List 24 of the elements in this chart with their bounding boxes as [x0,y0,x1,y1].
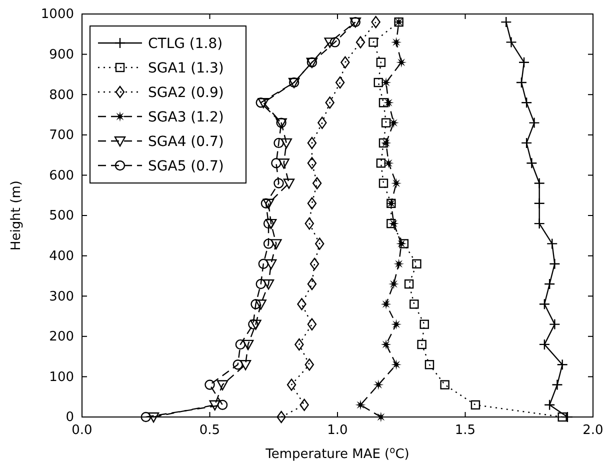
legend-label: SGA2 (0.9) [148,85,224,101]
legend-label: SGA3 (1.2) [148,110,224,126]
x-tick-label: 1.5 [454,423,476,438]
x-tick-label: 0.5 [199,423,220,438]
legend-label: SGA1 (1.3) [148,60,224,76]
y-tick-label: 600 [49,168,74,184]
y-tick-label: 200 [49,330,74,345]
y-tick-label: 0 [66,410,74,426]
y-tick-label: 700 [49,128,74,144]
y-tick-label: 1000 [40,7,74,22]
y-tick-label: 900 [49,47,74,62]
y-axis-title: Height (m) [9,180,24,250]
x-tick-label: 2.0 [582,423,604,438]
y-tick-label: 100 [49,370,74,385]
legend-label: SGA5 (0.7) [148,158,224,174]
x-tick-label: 0.0 [72,423,92,438]
y-tick-label: 400 [49,248,74,264]
y-tick-label: 500 [49,208,74,224]
x-axis-title: Temperature MAE ($^{o}$C) [264,446,410,462]
y-tick-label: 300 [49,289,74,304]
legend-label: CTLG (1.8) [148,36,223,52]
y-tick-label: 800 [49,88,74,103]
legend-label: SGA4 (0.7) [148,134,224,150]
x-tick-label: 1.0 [327,423,348,438]
